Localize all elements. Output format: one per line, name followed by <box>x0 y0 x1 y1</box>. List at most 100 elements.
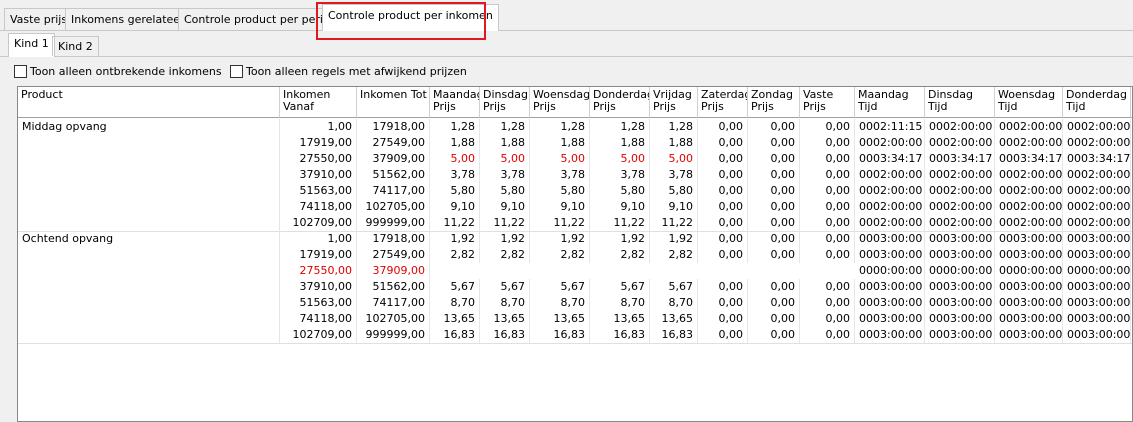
grid-cell: 5,67 <box>530 279 590 295</box>
grid-cell: 0,00 <box>800 119 855 135</box>
tab-strip-line <box>0 30 1133 31</box>
grid-cell: 0003:00:00 <box>995 279 1063 295</box>
column-header[interactable]: Donderdag Prijs <box>590 87 650 118</box>
grid-cell: 0000:00:00 <box>1063 263 1131 279</box>
grid-cell: 2,82 <box>590 247 650 263</box>
column-header[interactable]: Inkomen Vanaf <box>280 87 357 118</box>
grid-cell: 1,00 <box>280 119 357 135</box>
grid-cell: 0,00 <box>698 327 748 343</box>
checkbox[interactable]: Toon alleen regels met afwijkend prijzen <box>230 64 467 80</box>
header-text: Tijd <box>858 100 878 113</box>
grid-cell: 999999,00 <box>357 215 430 231</box>
grid-cell: 0003:00:00 <box>1063 311 1131 327</box>
tab[interactable]: Vaste prijs <box>4 8 74 30</box>
checkbox[interactable]: Toon alleen ontbrekende inkomens <box>14 64 222 80</box>
column-header[interactable]: Woensdag Tijd <box>995 87 1063 118</box>
grid-cell: 0003:00:00 <box>855 327 925 343</box>
subtab[interactable]: Kind 1 <box>8 33 55 57</box>
grid-cell: 0,00 <box>748 215 800 231</box>
grid-cell: 17919,00 <box>280 135 357 151</box>
product-name: Ochtend opvang <box>18 231 280 247</box>
grid-cell: 16,83 <box>590 327 650 343</box>
grid-cell: 0003:00:00 <box>995 327 1063 343</box>
subtab-strip-line <box>0 56 1133 57</box>
grid-cell: 0002:00:00 <box>995 183 1063 199</box>
grid-cell: 0002:00:00 <box>1063 183 1131 199</box>
header-text: Tijd <box>1066 100 1086 113</box>
grid-cell: 0003:34:17 <box>925 151 995 167</box>
grid-cell: 0002:00:00 <box>855 215 925 231</box>
grid-cell: 27549,00 <box>357 135 430 151</box>
grid-cell: 37909,00 <box>357 263 430 279</box>
header-text: Dinsdag <box>483 88 528 101</box>
grid-cell: 3,78 <box>480 167 530 183</box>
column-header[interactable]: Zondag Prijs <box>748 87 800 118</box>
grid-cell: 102705,00 <box>357 199 430 215</box>
grid-cell: 0003:00:00 <box>1063 279 1131 295</box>
grid-cell: 5,67 <box>480 279 530 295</box>
header-text: Maandag <box>858 88 909 101</box>
grid-cell: 37910,00 <box>280 279 357 295</box>
grid-cell: 2,82 <box>480 247 530 263</box>
column-header[interactable]: Dinsdag Prijs <box>480 87 530 118</box>
grid-cell: 0002:00:00 <box>995 199 1063 215</box>
grid-cell: 74118,00 <box>280 199 357 215</box>
grid-cell: 8,70 <box>650 295 698 311</box>
grid-cell: 0003:00:00 <box>1063 231 1131 247</box>
grid-cell: 0003:00:00 <box>925 247 995 263</box>
header-text: Prijs <box>803 100 826 113</box>
column-header[interactable]: Maandag Prijs <box>430 87 480 118</box>
grid-cell: 8,70 <box>480 295 530 311</box>
column-header[interactable]: Vaste Prijs <box>800 87 855 118</box>
column-header[interactable]: Maandag Tijd <box>855 87 925 118</box>
tab[interactable]: Controle product per inkomen <box>322 4 499 31</box>
header-text: Woensdag <box>998 88 1056 101</box>
grid-cell: 0003:34:17 <box>855 151 925 167</box>
header-text: Tijd <box>928 100 948 113</box>
grid-cell: 1,92 <box>430 231 480 247</box>
column-header[interactable]: Donderdag Tijd <box>1063 87 1131 118</box>
header-text: Maandag <box>433 88 480 101</box>
column-header[interactable]: Dinsdag Tijd <box>925 87 995 118</box>
grid-cell: 0002:00:00 <box>1063 199 1131 215</box>
grid-cell: 1,28 <box>480 119 530 135</box>
grid-cell: 0003:00:00 <box>925 311 995 327</box>
grid-cell: 0003:00:00 <box>855 279 925 295</box>
grid-cell: 0,00 <box>800 215 855 231</box>
column-header[interactable]: Vrijdag Prijs <box>650 87 698 118</box>
grid-cell: 0003:00:00 <box>925 231 995 247</box>
tab[interactable]: Inkomens gerelateerd <box>65 8 198 30</box>
grid-cell: 0003:00:00 <box>855 247 925 263</box>
grid-cell: 13,65 <box>590 311 650 327</box>
grid-cell: 0002:00:00 <box>925 199 995 215</box>
grid-cell: 0,00 <box>698 119 748 135</box>
grid-cell: 5,80 <box>650 183 698 199</box>
grid-cell: 0003:00:00 <box>1063 327 1131 343</box>
column-header[interactable]: Inkomen Tot <box>357 87 430 118</box>
grid-cell: 0,00 <box>748 119 800 135</box>
grid-cell: 102709,00 <box>280 215 357 231</box>
grid-cell: 11,22 <box>590 215 650 231</box>
column-header[interactable]: Product <box>18 87 280 118</box>
grid-cell: 5,80 <box>590 183 650 199</box>
header-text: Inkomen Tot <box>360 88 427 101</box>
grid-cell: 0002:00:00 <box>925 215 995 231</box>
grid-cell: 0,00 <box>800 279 855 295</box>
grid-cell: 0002:00:00 <box>1063 215 1131 231</box>
grid-cell: 0,00 <box>800 151 855 167</box>
grid-cell: 5,00 <box>430 151 480 167</box>
column-header[interactable]: Zaterdag Prijs <box>698 87 748 118</box>
column-header[interactable]: Woensdag Prijs <box>530 87 590 118</box>
grid-cell: 1,88 <box>480 135 530 151</box>
header-text: Woensdag <box>533 88 590 101</box>
grid-cell: 5,80 <box>530 183 590 199</box>
grid-cell: 27550,00 <box>280 263 357 279</box>
group-separator <box>18 231 1132 232</box>
grid-cell: 11,22 <box>530 215 590 231</box>
grid-cell: 0003:00:00 <box>855 231 925 247</box>
grid-cell: 16,83 <box>530 327 590 343</box>
grid-cell: 8,70 <box>430 295 480 311</box>
subtab[interactable]: Kind 2 <box>52 36 99 56</box>
grid-cell: 8,70 <box>590 295 650 311</box>
